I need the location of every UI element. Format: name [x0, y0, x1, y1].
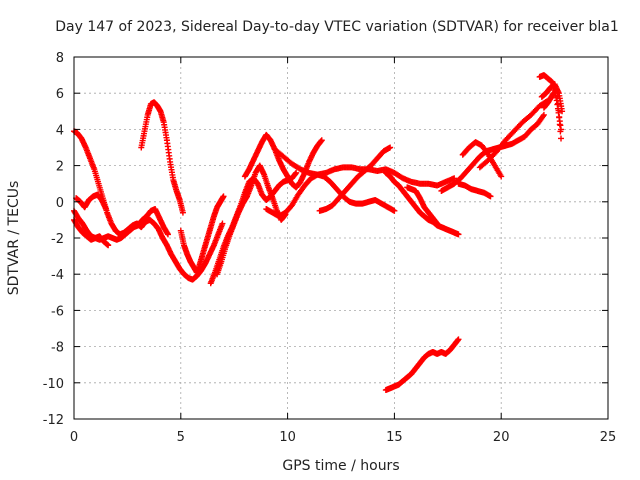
y-tick-label: -8: [51, 341, 64, 356]
x-tick-label: 15: [386, 430, 403, 445]
data-point: [391, 207, 398, 214]
data-point: [103, 206, 110, 213]
data-point: [451, 175, 458, 182]
series-track-m: [271, 146, 458, 189]
y-tick-label: -4: [51, 268, 64, 283]
axes: 0 5 10 15 20 25 -12 -10 -8 -6 -4 -2 0 2 4 6 8: [43, 51, 617, 445]
x-axis-label: GPS time / hours: [282, 458, 399, 474]
data-point: [556, 114, 563, 121]
series-track-w: [540, 86, 565, 142]
y-tick-label: -12: [43, 413, 64, 428]
data-point: [219, 220, 226, 227]
data-point: [540, 111, 547, 118]
y-tick-label: 4: [56, 123, 64, 138]
data-point: [554, 100, 561, 107]
x-tick-label: 25: [600, 430, 617, 445]
series-track-g: [194, 193, 227, 274]
data-point: [556, 121, 563, 128]
series-track-e: [138, 99, 186, 216]
data-point: [387, 144, 394, 151]
y-tick-label: 0: [56, 196, 64, 211]
data-point: [554, 93, 561, 100]
series-track-s: [455, 180, 494, 200]
data-point: [540, 113, 547, 120]
data-point: [179, 209, 186, 216]
chart-title: Day 147 of 2023, Sidereal Day-to-day VTE…: [55, 19, 618, 35]
data-point: [164, 231, 171, 238]
data-point: [105, 242, 112, 249]
data-points: [71, 72, 566, 394]
series-track-p: [382, 336, 462, 394]
series-track-i: [214, 162, 289, 278]
data-point: [498, 173, 505, 180]
y-tick-label: -6: [51, 304, 64, 319]
series-track-b: [71, 206, 171, 243]
x-tick-label: 20: [493, 430, 510, 445]
y-tick-label: 2: [56, 160, 64, 175]
x-tick-label: 5: [177, 430, 185, 445]
series-track-r: [459, 139, 505, 180]
grid: [74, 57, 608, 419]
y-tick-label: 6: [56, 87, 64, 102]
x-tick-label: 10: [279, 430, 296, 445]
series-track-d: [73, 191, 110, 213]
data-point: [555, 107, 562, 114]
data-point: [557, 128, 564, 135]
data-point: [558, 135, 565, 142]
y-tick-label: 8: [56, 51, 64, 66]
data-point: [559, 108, 566, 115]
data-point: [553, 86, 560, 93]
data-point: [455, 336, 462, 343]
series-track-o: [404, 184, 441, 227]
data-point: [434, 220, 441, 227]
y-axis-label: SDTVAR / TECUs: [6, 181, 22, 296]
series-track-t: [476, 97, 552, 171]
y-tick-label: -10: [43, 377, 64, 392]
y-tick-label: -2: [51, 232, 64, 247]
data-point: [220, 193, 227, 200]
data-point: [455, 231, 462, 238]
data-point: [318, 137, 325, 144]
data-point: [293, 169, 300, 176]
x-tick-label: 0: [70, 430, 78, 445]
data-point: [487, 193, 494, 200]
